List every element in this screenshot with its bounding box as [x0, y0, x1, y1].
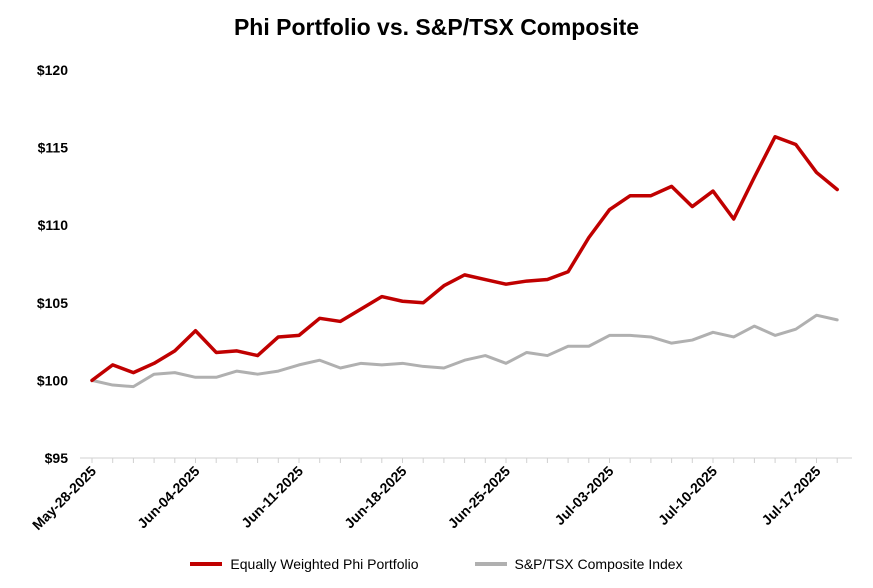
- legend-swatch-portfolio: [190, 562, 223, 566]
- x-tick-label: Jun-11-2025: [238, 463, 306, 531]
- y-tick-label: $100: [37, 372, 68, 388]
- chart-title: Phi Portfolio vs. S&P/TSX Composite: [233, 14, 640, 40]
- x-tick-label: Jul-17-2025: [758, 463, 823, 528]
- index-line: [90, 313, 839, 389]
- legend: Equally Weighted Phi Portfolio S&P/TSX C…: [0, 556, 873, 572]
- x-tick-label: Jun-25-2025: [445, 463, 514, 532]
- x-tick-label: Jul-10-2025: [655, 463, 720, 528]
- y-tick-label: $120: [37, 62, 68, 78]
- x-tick-label: May-28-2025: [29, 463, 99, 533]
- legend-label-portfolio: Equally Weighted Phi Portfolio: [230, 556, 419, 572]
- portfolio-line: [90, 134, 839, 383]
- y-tick-label: $105: [37, 295, 68, 311]
- x-tick-label: Jul-03-2025: [551, 463, 616, 528]
- y-tick-label: $110: [38, 217, 69, 233]
- x-tick-label: Jun-04-2025: [134, 463, 203, 532]
- legend-label-index: S&P/TSX Composite Index: [514, 556, 683, 572]
- legend-item-index: S&P/TSX Composite Index: [474, 556, 683, 572]
- legend-swatch-index: [474, 562, 507, 566]
- x-tick-label: Jun-18-2025: [341, 463, 410, 532]
- y-tick-label: $115: [38, 140, 69, 156]
- y-tick-label: $95: [45, 450, 69, 466]
- legend-item-portfolio: Equally Weighted Phi Portfolio: [190, 556, 419, 572]
